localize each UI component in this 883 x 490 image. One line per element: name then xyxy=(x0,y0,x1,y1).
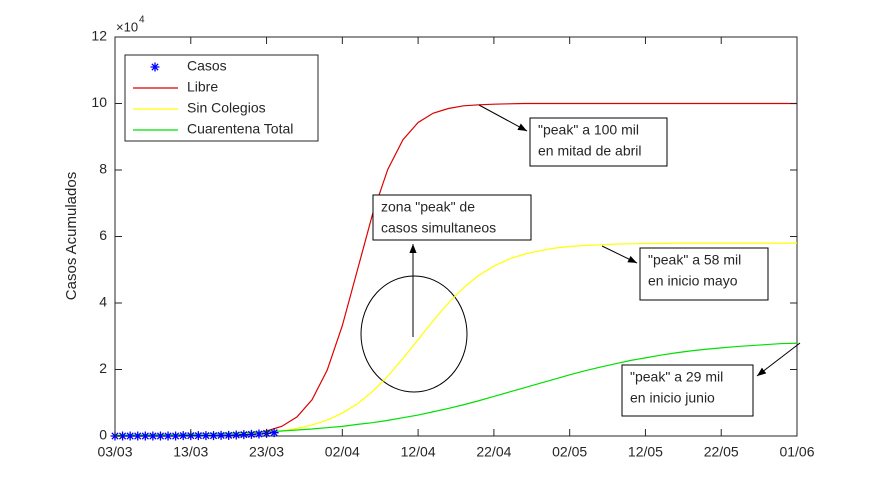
annotation-text: en inicio mayo xyxy=(648,273,738,289)
annotation-text: en mitad de abril xyxy=(538,143,642,159)
y-multiplier: ×10 xyxy=(116,19,138,34)
data-point xyxy=(148,431,158,441)
x-tick-label: 22/05 xyxy=(704,444,739,460)
data-point xyxy=(254,429,264,439)
y-tick-label: 4 xyxy=(99,294,107,310)
legend-symbol xyxy=(150,62,160,72)
annotations: "peak" a 100 mil en mitad de abril zona "p… xyxy=(372,104,801,417)
highlight-ellipse xyxy=(360,275,468,393)
annotation-box xyxy=(639,247,769,301)
annotation-box xyxy=(372,194,532,241)
data-point xyxy=(239,430,249,440)
y-tick-label: 6 xyxy=(99,227,107,243)
legend-label: Libre xyxy=(187,79,218,95)
data-point xyxy=(246,429,256,439)
annotation-box xyxy=(621,364,754,417)
annotation-text: "peak" a 58 mil xyxy=(648,252,741,268)
data-point xyxy=(163,431,173,441)
annotation-arrow xyxy=(601,245,638,264)
y-tick-label: 8 xyxy=(99,161,107,177)
data-point xyxy=(178,431,188,441)
legend-label: Sin Colegios xyxy=(187,100,266,116)
annotation-box xyxy=(529,117,668,167)
legend-label: Casos xyxy=(187,58,227,74)
x-tick-label: 12/05 xyxy=(628,444,663,460)
data-point xyxy=(171,431,181,441)
data-point xyxy=(118,431,128,441)
annotation-text: "peak" a 100 mil xyxy=(538,122,639,138)
x-tick-label: 02/05 xyxy=(552,444,587,460)
data-point xyxy=(193,431,203,441)
annotation-text: "peak" a 29 mil xyxy=(630,369,723,385)
data-point xyxy=(133,431,143,441)
data-point xyxy=(216,430,226,440)
data-point xyxy=(125,431,135,441)
data-point xyxy=(155,431,165,441)
y-axis-label: Casos Acumulados xyxy=(63,172,80,300)
y-tick-label: 0 xyxy=(99,427,107,443)
annotation-arrow xyxy=(756,342,801,377)
x-tick-label: 22/04 xyxy=(476,444,511,460)
annotation-text: en inicio junio xyxy=(630,390,715,406)
x-tick-label: 02/04 xyxy=(325,444,360,460)
y-tick-label: 10 xyxy=(91,94,107,110)
x-tick-label: 03/03 xyxy=(97,444,132,460)
annotation-arrow xyxy=(478,104,528,132)
legend-label: Cuarentena Total xyxy=(187,121,293,137)
data-point xyxy=(201,431,211,441)
annotation-text: casos simultaneos xyxy=(381,220,496,236)
data-point xyxy=(224,430,234,440)
data-point xyxy=(269,428,279,438)
x-tick-label: 13/03 xyxy=(173,444,208,460)
x-tick-label: 01/06 xyxy=(779,444,814,460)
x-tick-label: 23/03 xyxy=(249,444,284,460)
data-point xyxy=(231,430,241,440)
data-point xyxy=(140,431,150,441)
y-tick-label: 12 xyxy=(91,28,107,44)
x-tick-label: 12/04 xyxy=(401,444,436,460)
data-point xyxy=(209,431,219,441)
y-multiplier-exponent: 4 xyxy=(139,15,145,26)
y-tick-label: 2 xyxy=(99,360,107,376)
legend: Casos Libre Sin Colegios Cuarentena Total xyxy=(124,54,319,142)
annotation-text: zona "peak" de xyxy=(381,199,475,215)
